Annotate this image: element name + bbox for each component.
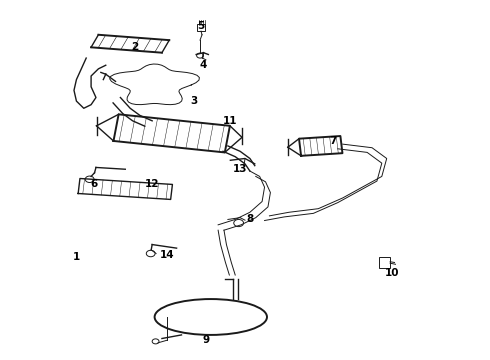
- Text: 1: 1: [73, 252, 80, 262]
- Text: 10: 10: [384, 268, 399, 278]
- Text: 6: 6: [90, 179, 97, 189]
- Text: 12: 12: [145, 179, 159, 189]
- Text: 9: 9: [202, 334, 209, 345]
- Text: 2: 2: [131, 42, 139, 52]
- Text: 11: 11: [223, 116, 238, 126]
- Text: 3: 3: [190, 96, 197, 106]
- Text: 7: 7: [329, 136, 337, 145]
- Bar: [197, 24, 205, 31]
- Text: 5: 5: [197, 21, 205, 31]
- Text: 13: 13: [233, 164, 247, 174]
- Text: 4: 4: [200, 60, 207, 70]
- Text: 8: 8: [246, 215, 253, 224]
- Bar: [379, 257, 390, 268]
- Text: 14: 14: [160, 250, 174, 260]
